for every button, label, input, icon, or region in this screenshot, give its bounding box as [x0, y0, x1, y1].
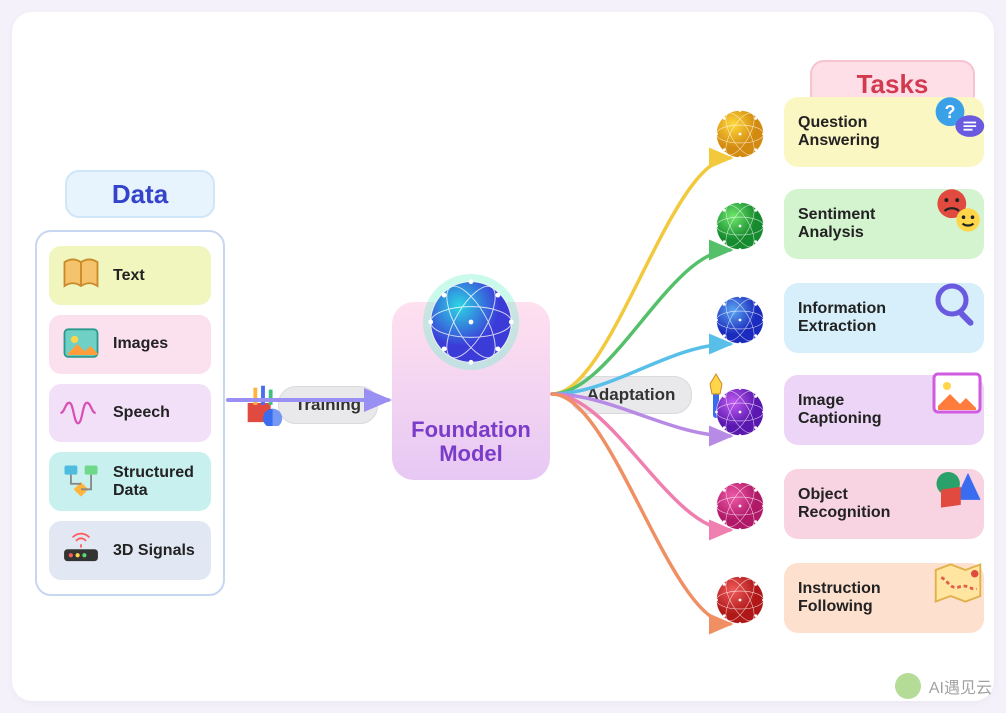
data-item-picture: Images	[49, 315, 211, 374]
data-panel: Text Images Speech StructuredData 3D Sig…	[35, 230, 225, 596]
picture-icon	[59, 322, 103, 366]
task-sphere-icon	[712, 106, 768, 167]
flow-icon	[59, 460, 103, 504]
data-item-label: StructuredData	[113, 464, 194, 499]
mag-icon	[932, 280, 982, 335]
data-item-wave: Speech	[49, 384, 211, 443]
foundation-model-title-text: FoundationModel	[411, 417, 531, 466]
map-icon	[932, 560, 984, 611]
tools-icon	[240, 380, 286, 431]
task-label: SentimentAnalysis	[798, 206, 875, 243]
data-item-flow: StructuredData	[49, 452, 211, 511]
training-text: Training	[295, 395, 361, 415]
svg-text:?: ?	[945, 102, 956, 122]
task-label: InstructionFollowing	[798, 580, 881, 617]
wechat-icon	[895, 673, 921, 699]
data-item-router: 3D Signals	[49, 521, 211, 580]
header-data: Data	[65, 170, 215, 218]
qa-icon: ?	[932, 94, 986, 147]
training-label: Training	[278, 386, 378, 424]
foundation-model-card: FoundationModel	[392, 302, 550, 480]
task-label: ObjectRecognition	[798, 486, 890, 523]
data-item-label: Speech	[113, 404, 170, 422]
adaptation-label: Adaptation	[570, 376, 692, 414]
data-item-label: Images	[113, 335, 168, 353]
data-item-label: 3D Signals	[113, 542, 195, 560]
adaptation-text: Adaptation	[587, 385, 676, 405]
task-sphere-icon	[712, 292, 768, 353]
task-sphere-icon	[712, 478, 768, 539]
book-icon	[59, 253, 103, 297]
pic-icon	[932, 372, 982, 423]
header-data-label: Data	[112, 179, 168, 210]
shapes-icon	[932, 466, 986, 519]
task-label: ImageCaptioning	[798, 392, 882, 429]
watermark: AI遇见云	[895, 673, 992, 699]
foundation-model-sphere-icon	[423, 274, 519, 375]
task-label: QuestionAnswering	[798, 114, 880, 151]
task-sphere-icon	[712, 572, 768, 633]
data-item-book: Text	[49, 246, 211, 305]
task-label: InformationExtraction	[798, 300, 886, 337]
header-tasks-label: Tasks	[857, 69, 929, 100]
wave-icon	[59, 391, 103, 435]
senti-icon	[932, 186, 986, 239]
task-sphere-icon	[712, 198, 768, 259]
task-sphere-icon	[712, 384, 768, 445]
foundation-model-title: FoundationModel	[411, 418, 531, 466]
router-icon	[59, 529, 103, 573]
data-item-label: Text	[113, 267, 145, 285]
watermark-text: AI遇见云	[929, 674, 992, 698]
